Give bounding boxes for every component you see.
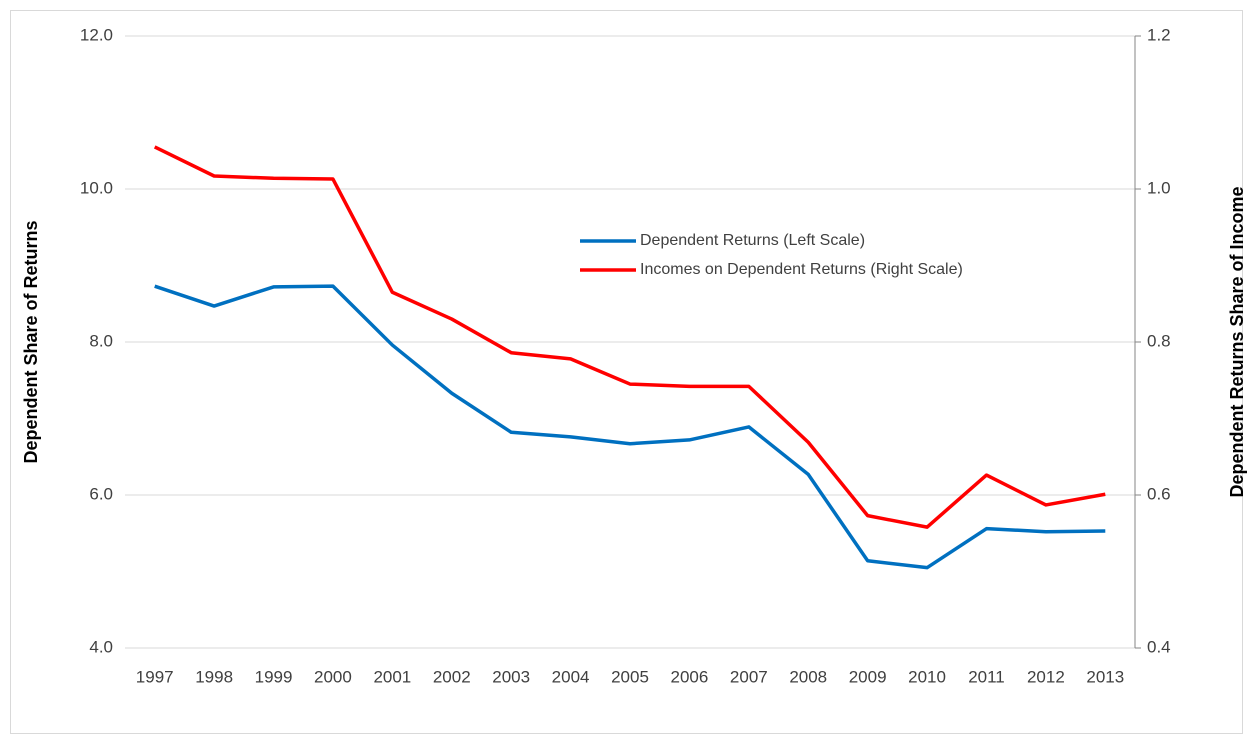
y2-tick-label: 0.6	[1147, 484, 1171, 503]
legend-label: Dependent Returns (Left Scale)	[640, 232, 865, 249]
x-tick-label: 2009	[849, 667, 887, 686]
y2-tick-label: 1.0	[1147, 178, 1171, 197]
y2-tick-label: 0.4	[1147, 637, 1171, 656]
y2-axis-title: Dependent Returns Share of Income	[1227, 186, 1247, 497]
y-tick-label: 8.0	[89, 331, 113, 350]
x-tick-label: 2011	[968, 667, 1005, 686]
data-line	[154, 284, 1106, 570]
y-tick-label: 6.0	[89, 484, 113, 503]
x-tick-label: 2003	[492, 667, 530, 686]
x-tick-label: 2002	[433, 667, 471, 686]
y-tick-label: 10.0	[80, 178, 113, 197]
y-tick-label: 4.0	[89, 637, 113, 656]
x-tick-label: 2007	[730, 667, 768, 686]
x-tick-label: 2006	[670, 667, 708, 686]
x-tick-label: 2010	[908, 667, 946, 686]
x-tick-label: 2004	[552, 667, 590, 686]
x-tick-label: 2008	[789, 667, 827, 686]
legend-label: Incomes on Dependent Returns (Right Scal…	[640, 261, 963, 278]
x-tick-label: 2013	[1086, 667, 1124, 686]
x-tick-label: 2001	[373, 667, 411, 686]
x-tick-label: 1999	[255, 667, 293, 686]
x-tick-label: 2000	[314, 667, 352, 686]
data-line	[153, 145, 1106, 529]
x-tick-label: 2012	[1027, 667, 1065, 686]
x-tick-label: 2005	[611, 667, 649, 686]
y-tick-label: 12.0	[80, 25, 113, 44]
y-axis-title: Dependent Share of Returns	[21, 220, 41, 463]
chart-border	[10, 10, 1243, 734]
x-tick-label: 1998	[195, 667, 233, 686]
y2-tick-label: 0.8	[1147, 331, 1171, 350]
y2-tick-label: 1.2	[1147, 25, 1171, 44]
x-tick-label: 1997	[136, 667, 174, 686]
